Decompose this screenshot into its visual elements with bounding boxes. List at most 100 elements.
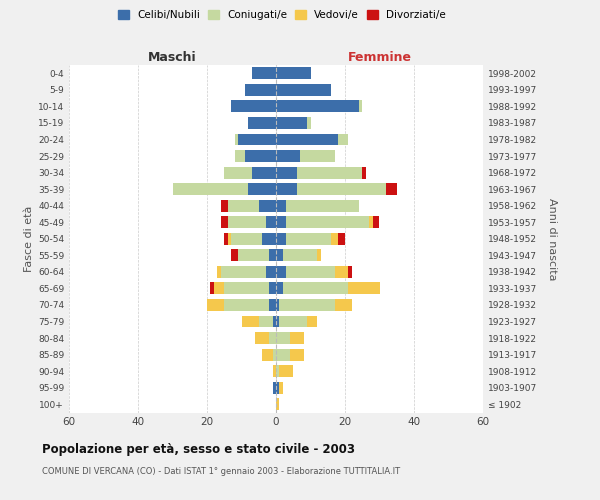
Bar (224, 299, 269, 311)
Bar (266, 216, 276, 228)
Bar (276, 100, 359, 112)
Bar (276, 84, 331, 96)
Bar (231, 250, 238, 262)
Bar (276, 365, 280, 377)
Bar (338, 134, 349, 145)
Bar (269, 299, 276, 311)
Bar (214, 282, 224, 294)
Bar (272, 316, 276, 328)
Bar (386, 183, 397, 195)
Bar (276, 166, 296, 178)
Bar (359, 100, 362, 112)
Bar (248, 183, 276, 195)
Bar (280, 382, 283, 394)
Bar (238, 250, 269, 262)
Bar (338, 233, 345, 244)
Bar (276, 150, 300, 162)
Bar (276, 332, 290, 344)
Bar (286, 200, 359, 211)
Bar (272, 348, 276, 360)
Bar (280, 365, 293, 377)
Bar (276, 282, 283, 294)
Bar (252, 166, 276, 178)
Bar (276, 316, 280, 328)
Bar (317, 250, 321, 262)
Bar (286, 266, 335, 278)
Legend: Celibi/Nubili, Coniugati/e, Vedovi/e, Divorziati/e: Celibi/Nubili, Coniugati/e, Vedovi/e, Di… (116, 8, 448, 22)
Bar (228, 200, 259, 211)
Bar (173, 183, 248, 195)
Bar (276, 299, 280, 311)
Bar (224, 282, 269, 294)
Bar (286, 233, 331, 244)
Bar (280, 316, 307, 328)
Bar (276, 382, 280, 394)
Bar (283, 282, 349, 294)
Bar (235, 134, 238, 145)
Bar (221, 200, 228, 211)
Bar (221, 216, 228, 228)
Bar (269, 332, 276, 344)
Bar (256, 332, 269, 344)
Bar (262, 233, 276, 244)
Bar (276, 68, 311, 79)
Bar (259, 200, 276, 211)
Bar (217, 266, 221, 278)
Bar (228, 233, 231, 244)
Bar (286, 216, 369, 228)
Bar (245, 84, 276, 96)
Bar (211, 282, 214, 294)
Bar (335, 299, 352, 311)
Bar (296, 183, 386, 195)
Bar (252, 68, 276, 79)
Bar (349, 282, 380, 294)
Bar (276, 183, 296, 195)
Bar (276, 266, 286, 278)
Bar (272, 365, 276, 377)
Bar (272, 382, 276, 394)
Bar (269, 282, 276, 294)
Bar (231, 100, 276, 112)
Bar (276, 233, 286, 244)
Text: COMUNE DI VERCANA (CO) - Dati ISTAT 1° gennaio 2003 - Elaborazione TUTTITALIA.IT: COMUNE DI VERCANA (CO) - Dati ISTAT 1° g… (42, 468, 400, 476)
Bar (224, 233, 228, 244)
Bar (300, 150, 335, 162)
Bar (296, 166, 362, 178)
Bar (283, 250, 317, 262)
Bar (276, 134, 338, 145)
Bar (262, 348, 272, 360)
Bar (276, 348, 290, 360)
Bar (231, 233, 262, 244)
Bar (241, 316, 259, 328)
Text: Femmine: Femmine (347, 51, 412, 64)
Bar (224, 166, 252, 178)
Bar (373, 216, 379, 228)
Bar (207, 299, 224, 311)
Bar (248, 117, 276, 129)
Bar (259, 316, 272, 328)
Bar (245, 150, 276, 162)
Bar (276, 117, 307, 129)
Bar (369, 216, 373, 228)
Bar (290, 332, 304, 344)
Bar (349, 266, 352, 278)
Bar (331, 233, 338, 244)
Bar (276, 250, 283, 262)
Bar (269, 250, 276, 262)
Bar (276, 216, 286, 228)
Bar (335, 266, 349, 278)
Text: Maschi: Maschi (148, 51, 197, 64)
Bar (290, 348, 304, 360)
Bar (266, 266, 276, 278)
Bar (276, 200, 286, 211)
Y-axis label: Fasce di età: Fasce di età (24, 206, 34, 272)
Bar (238, 134, 276, 145)
Bar (280, 299, 335, 311)
Y-axis label: Anni di nascita: Anni di nascita (547, 198, 557, 280)
Bar (228, 216, 266, 228)
Bar (276, 398, 280, 410)
Bar (362, 166, 366, 178)
Bar (221, 266, 266, 278)
Text: Popolazione per età, sesso e stato civile - 2003: Popolazione per età, sesso e stato civil… (42, 442, 355, 456)
Bar (307, 316, 317, 328)
